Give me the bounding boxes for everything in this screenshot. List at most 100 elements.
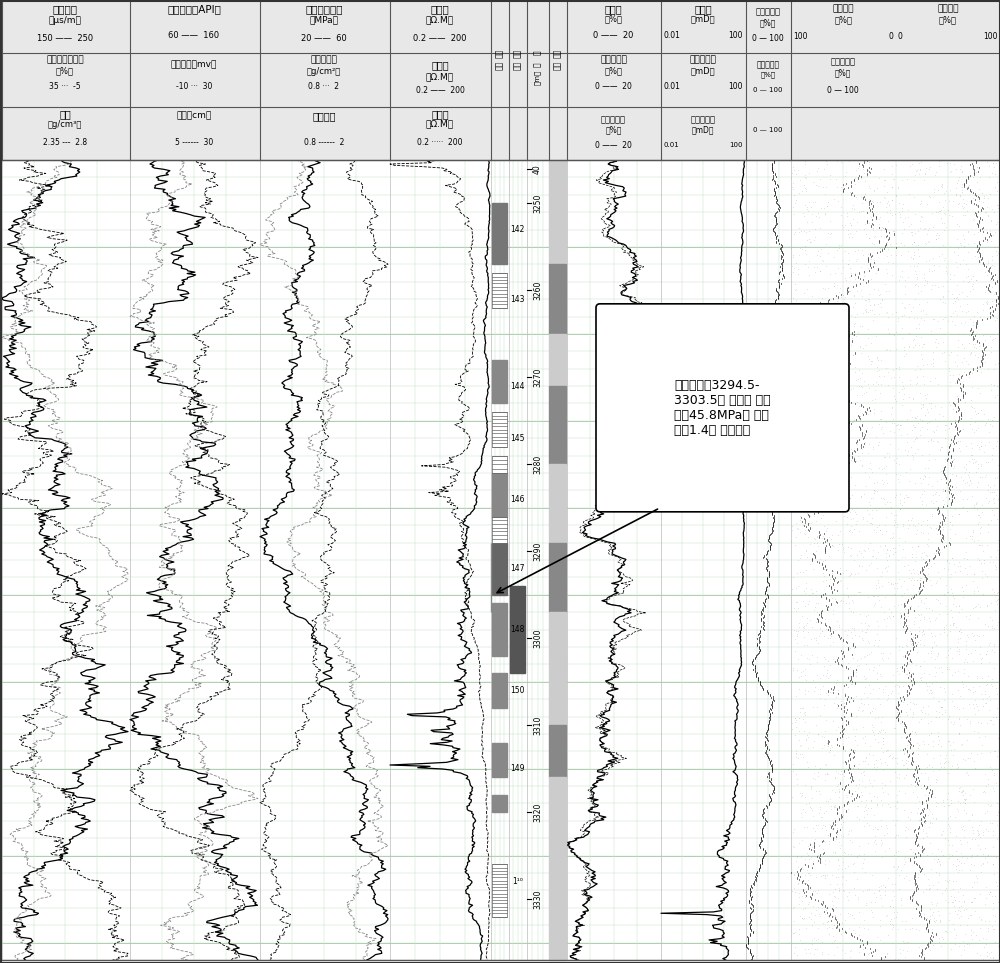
Point [909, 789, 925, 804]
Point [799, 215, 815, 230]
Bar [549, 542, 566, 612]
Point [940, 283, 956, 299]
Point [885, 540, 901, 556]
Point [867, 228, 883, 244]
Point [837, 743, 853, 759]
Point [888, 487, 904, 503]
Point [896, 758, 912, 773]
Point [977, 566, 993, 582]
Text: 压力系数: 压力系数 [312, 111, 336, 121]
Point [922, 803, 938, 819]
Point [877, 755, 893, 770]
Point [950, 240, 966, 255]
Point [841, 503, 857, 518]
Point [956, 551, 972, 566]
Point [971, 909, 987, 924]
Point [959, 952, 975, 963]
Point [974, 413, 990, 429]
Point [849, 738, 865, 753]
Point [924, 277, 940, 293]
Text: 补偿中子孔隙度: 补偿中子孔隙度 [46, 56, 84, 65]
Point [959, 567, 975, 583]
Point [855, 633, 871, 648]
Point [900, 850, 916, 866]
Point [916, 626, 932, 641]
Point [955, 676, 971, 691]
Point [800, 897, 816, 912]
Point [961, 454, 977, 469]
Point [824, 868, 840, 883]
Point [919, 682, 935, 697]
Point [952, 483, 968, 499]
Point [789, 389, 805, 404]
Point [878, 560, 894, 575]
Point [818, 668, 834, 684]
Point [962, 473, 978, 488]
Point [843, 453, 859, 468]
Point [904, 890, 920, 905]
Point [972, 254, 988, 270]
Point [814, 947, 830, 962]
Point [886, 580, 902, 595]
Point [863, 800, 879, 816]
Point [844, 414, 860, 429]
Point [851, 904, 867, 920]
Point [959, 475, 975, 490]
Point [835, 807, 851, 822]
Point [858, 797, 874, 813]
Point [980, 207, 996, 222]
Point [882, 542, 898, 558]
Point [944, 759, 960, 774]
Point [923, 431, 939, 447]
Point [855, 764, 871, 779]
Point [927, 486, 943, 502]
Point [964, 626, 980, 641]
Point [908, 921, 924, 936]
Point [817, 772, 833, 788]
Point [887, 489, 903, 505]
Point [945, 617, 961, 633]
Point [927, 659, 943, 674]
Point [863, 251, 879, 267]
Point [792, 432, 808, 448]
Point [895, 392, 911, 407]
Point [908, 726, 924, 742]
Point [992, 176, 1000, 192]
Point [848, 777, 864, 793]
Point [849, 652, 865, 667]
Point [800, 838, 816, 853]
Point [797, 667, 813, 683]
Point [863, 792, 879, 807]
Point [916, 947, 932, 962]
Point [883, 605, 899, 620]
Point [903, 249, 919, 265]
Point [913, 766, 929, 781]
Point [853, 346, 869, 361]
Point [907, 762, 923, 777]
Point [786, 188, 802, 203]
Point [828, 391, 844, 406]
Point [792, 442, 808, 457]
Point [982, 759, 998, 774]
Point [833, 816, 849, 831]
Text: 射孔: 射孔 [513, 48, 522, 58]
Bar [549, 777, 566, 960]
Point [969, 822, 985, 838]
Point [834, 368, 850, 383]
Point [812, 436, 828, 452]
Point [978, 278, 994, 294]
Point [821, 530, 837, 545]
Point [928, 591, 944, 607]
Point [787, 632, 803, 647]
Point [842, 907, 858, 923]
Point [982, 798, 998, 814]
Point [843, 381, 859, 397]
Text: （μs/m）: （μs/m） [49, 15, 81, 24]
Point [956, 459, 972, 475]
Point [798, 170, 814, 186]
Point [961, 470, 977, 485]
Point [907, 724, 923, 740]
Point [833, 693, 849, 709]
Point [885, 917, 901, 932]
Point [814, 820, 830, 836]
